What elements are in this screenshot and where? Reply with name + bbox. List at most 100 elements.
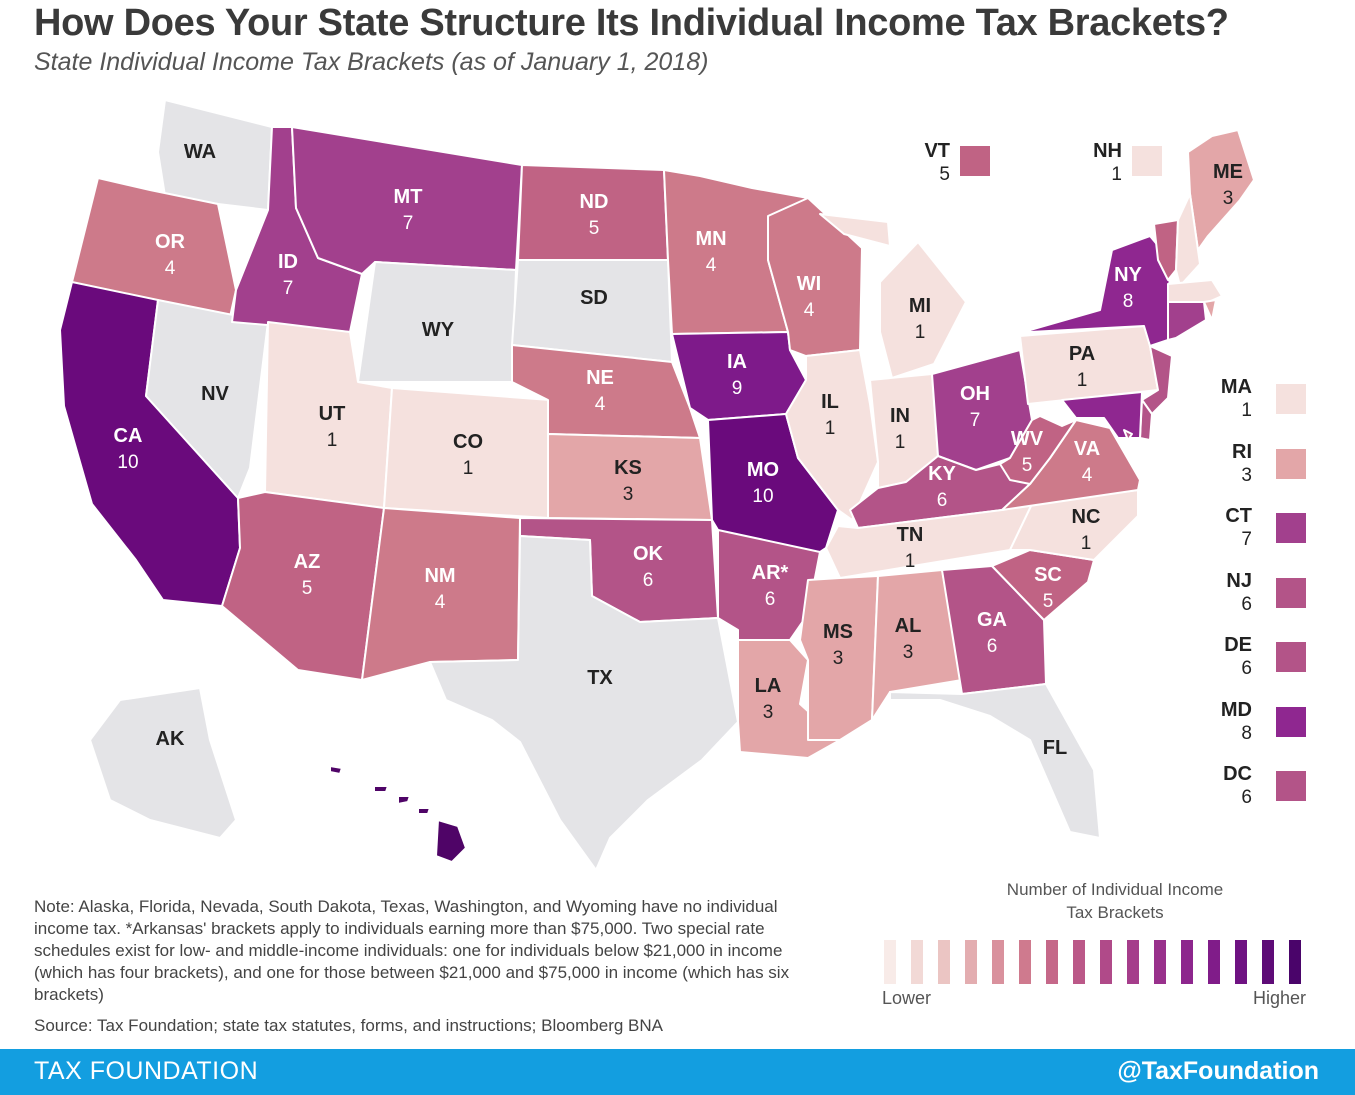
state-hi bbox=[329, 765, 467, 863]
state-label-ms: MS bbox=[823, 621, 853, 643]
legend-label: MA bbox=[1220, 376, 1252, 398]
state-label-or: OR bbox=[155, 231, 186, 253]
state-label-ny: NY bbox=[1114, 264, 1142, 286]
state-label-mt: MT bbox=[394, 186, 423, 208]
state-label-me: ME bbox=[1213, 161, 1243, 183]
legend-label: NJ bbox=[1226, 570, 1252, 592]
state-dc bbox=[1123, 429, 1133, 441]
state-label-va: VA bbox=[1074, 438, 1100, 460]
scale-swatch bbox=[1289, 940, 1301, 984]
scale-swatch bbox=[1073, 940, 1085, 984]
scale-high-label: Higher bbox=[1253, 988, 1307, 1008]
scale-swatch bbox=[1262, 940, 1274, 984]
legend-value: 1 bbox=[1111, 164, 1122, 185]
legend-swatch bbox=[1276, 642, 1306, 672]
state-value-az: 5 bbox=[302, 578, 313, 599]
state-tx bbox=[429, 535, 739, 871]
state-label-ar: AR* bbox=[752, 562, 789, 584]
state-nh bbox=[1175, 193, 1201, 287]
state-value-ks: 3 bbox=[623, 484, 634, 505]
legend-label: VT bbox=[924, 140, 950, 162]
state-label-ia: IA bbox=[727, 351, 747, 373]
scale-swatch bbox=[1208, 940, 1220, 984]
legend-item-dc: DC 6 bbox=[1200, 763, 1320, 827]
legend-value: 1 bbox=[1241, 400, 1252, 421]
state-label-id: ID bbox=[278, 251, 298, 273]
state-label-oh: OH bbox=[960, 383, 990, 405]
state-value-ia: 9 bbox=[732, 378, 743, 399]
state-value-nc: 1 bbox=[1081, 533, 1092, 554]
state-label-tx: TX bbox=[587, 667, 613, 689]
state-value-ga: 6 bbox=[987, 636, 998, 657]
state-value-tn: 1 bbox=[905, 551, 916, 572]
state-value-mn: 4 bbox=[706, 255, 717, 276]
state-ri bbox=[1203, 299, 1217, 321]
state-value-oh: 7 bbox=[970, 410, 981, 431]
color-scale bbox=[884, 940, 1314, 984]
state-value-ms: 3 bbox=[833, 648, 844, 669]
legend-item-de: DE 6 bbox=[1200, 634, 1320, 698]
page-subtitle: State Individual Income Tax Brackets (as… bbox=[34, 48, 709, 76]
legend-label: NH bbox=[1093, 140, 1122, 162]
state-value-wv: 5 bbox=[1022, 455, 1033, 476]
state-value-il: 1 bbox=[825, 418, 836, 439]
legend-item-vt: VT 5 bbox=[880, 140, 990, 200]
state-label-wv: WV bbox=[1011, 428, 1044, 450]
state-value-ky: 6 bbox=[937, 490, 948, 511]
scale-swatch bbox=[1100, 940, 1112, 984]
state-label-wi: WI bbox=[797, 273, 821, 295]
legend-item-nj: NJ 6 bbox=[1200, 570, 1320, 634]
legend-item-nh: NH 1 bbox=[1050, 140, 1162, 200]
state-label-pa: PA bbox=[1069, 343, 1095, 365]
state-label-nv: NV bbox=[201, 383, 229, 405]
state-value-ar: 6 bbox=[765, 589, 776, 610]
state-value-al: 3 bbox=[903, 642, 914, 663]
state-value-ca: 10 bbox=[117, 452, 138, 473]
legend-label: DE bbox=[1224, 634, 1252, 656]
state-value-mo: 10 bbox=[752, 486, 773, 507]
scale-swatch bbox=[965, 940, 977, 984]
state-value-me: 3 bbox=[1223, 188, 1234, 209]
state-label-ut: UT bbox=[319, 403, 346, 425]
state-fl bbox=[889, 683, 1101, 839]
legend-label: MD bbox=[1220, 699, 1252, 721]
state-value-mt: 7 bbox=[403, 213, 414, 234]
state-label-sc: SC bbox=[1034, 564, 1062, 586]
state-value-la: 3 bbox=[763, 702, 774, 723]
state-label-ak: AK bbox=[156, 728, 185, 750]
state-value-id: 7 bbox=[283, 278, 294, 299]
state-value-co: 1 bbox=[463, 458, 474, 479]
state-il bbox=[785, 349, 879, 521]
footnote: Note: Alaska, Florida, Nevada, South Dak… bbox=[34, 897, 790, 1004]
scale-low-label: Lower bbox=[882, 988, 932, 1008]
state-label-wa: WA bbox=[184, 141, 216, 163]
scale-swatch bbox=[992, 940, 1004, 984]
state-value-ok: 6 bbox=[643, 570, 654, 591]
twitter-handle[interactable]: @TaxFoundation bbox=[1117, 1057, 1319, 1085]
legend-swatch bbox=[1276, 449, 1306, 479]
state-value-in: 1 bbox=[895, 432, 906, 453]
state-label-ky: KY bbox=[928, 463, 956, 485]
state-label-ok: OK bbox=[633, 543, 664, 565]
scale-swatch bbox=[1046, 940, 1058, 984]
state-ct bbox=[1167, 301, 1207, 341]
scale-title: Number of Individual Income Tax Brackets bbox=[1006, 880, 1224, 922]
state-label-sd: SD bbox=[580, 287, 608, 309]
state-value-ne: 4 bbox=[595, 394, 606, 415]
state-vt bbox=[1153, 219, 1179, 281]
legend-value: 6 bbox=[1241, 594, 1252, 615]
state-me bbox=[1187, 129, 1255, 251]
state-ga bbox=[941, 565, 1047, 695]
state-label-fl: FL bbox=[1043, 737, 1067, 759]
state-label-nc: NC bbox=[1072, 506, 1101, 528]
scale-swatch bbox=[884, 940, 896, 984]
footer-bar: TAX FOUNDATION @TaxFoundation bbox=[0, 1049, 1355, 1095]
legend-swatch bbox=[1276, 578, 1306, 608]
legend-value: 7 bbox=[1241, 529, 1252, 550]
state-label-in: IN bbox=[890, 405, 910, 427]
scale-swatch bbox=[1019, 940, 1031, 984]
state-value-or: 4 bbox=[165, 258, 176, 279]
state-ak bbox=[89, 687, 237, 839]
scale-swatch bbox=[1235, 940, 1247, 984]
state-label-il: IL bbox=[821, 391, 839, 413]
